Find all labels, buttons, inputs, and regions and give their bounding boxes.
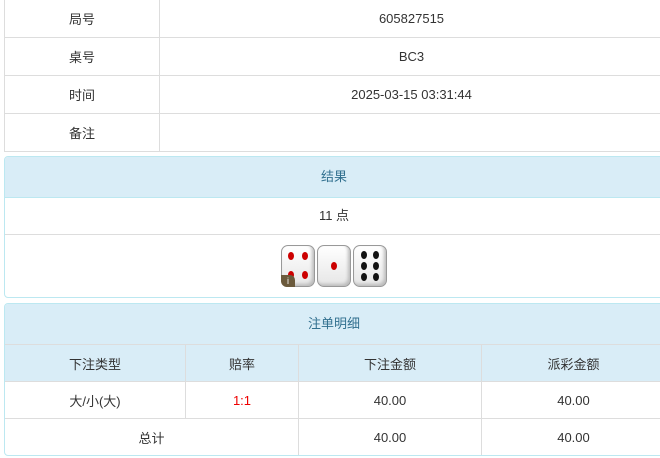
bet-type: 大/小(大) [5,381,186,419]
pip [331,262,337,270]
info-label: 桌号 [4,37,160,76]
total-bet: 40.00 [298,418,482,455]
header-payout: 派彩金额 [481,344,660,382]
result-title: 结果 [5,157,660,198]
info-label: 备注 [4,113,160,152]
bet-details-title: 注单明细 [5,304,660,345]
bet-details-panel: 注单明细 下注类型 赔率 下注金额 派彩金额 大/小(大) 1:1 40.00 … [4,303,660,456]
dice-row: i [5,235,660,297]
info-row: 局号 605827515 [4,0,660,38]
info-row: 备注 [4,113,660,152]
pip [373,273,380,282]
payout: 40.00 [481,381,660,419]
odds: 1:1 [185,381,299,419]
pip [373,250,380,259]
result-panel: 结果 11 点 i [4,156,660,298]
die-4-icon: i [281,245,315,287]
pip [360,273,367,282]
result-points: 11 点 [5,198,660,235]
info-value: BC3 [159,37,660,76]
info-row: 桌号 BC3 [4,37,660,76]
header-odds: 赔率 [185,344,299,382]
round-info-table: 局号 605827515 桌号 BC3 时间 2025-03-15 03:31:44 备注 [4,0,660,152]
die-1-icon [317,245,351,287]
pip [302,252,309,260]
pip [360,250,367,259]
pip [360,262,367,270]
header-bet-type: 下注类型 [5,344,186,382]
info-value: 605827515 [159,0,660,38]
die-6-icon [353,245,387,287]
total-row: 总计 40.00 40.00 [5,418,660,455]
total-label: 总计 [5,418,299,455]
bet-amount: 40.00 [298,381,482,419]
pip [302,270,309,279]
bet-table-header: 下注类型 赔率 下注金额 派彩金额 [5,344,660,382]
info-value [159,113,660,152]
total-payout: 40.00 [481,418,660,455]
info-label: 时间 [4,75,160,114]
pip [287,270,294,279]
pip [287,252,294,260]
table-row: 大/小(大) 1:1 40.00 40.00 [5,381,660,419]
info-label: 局号 [4,0,160,38]
info-value: 2025-03-15 03:31:44 [159,75,660,114]
pip [373,262,380,270]
info-row: 时间 2025-03-15 03:31:44 [4,75,660,114]
header-bet-amount: 下注金额 [298,344,482,382]
info-badge-icon[interactable]: i [281,275,295,287]
